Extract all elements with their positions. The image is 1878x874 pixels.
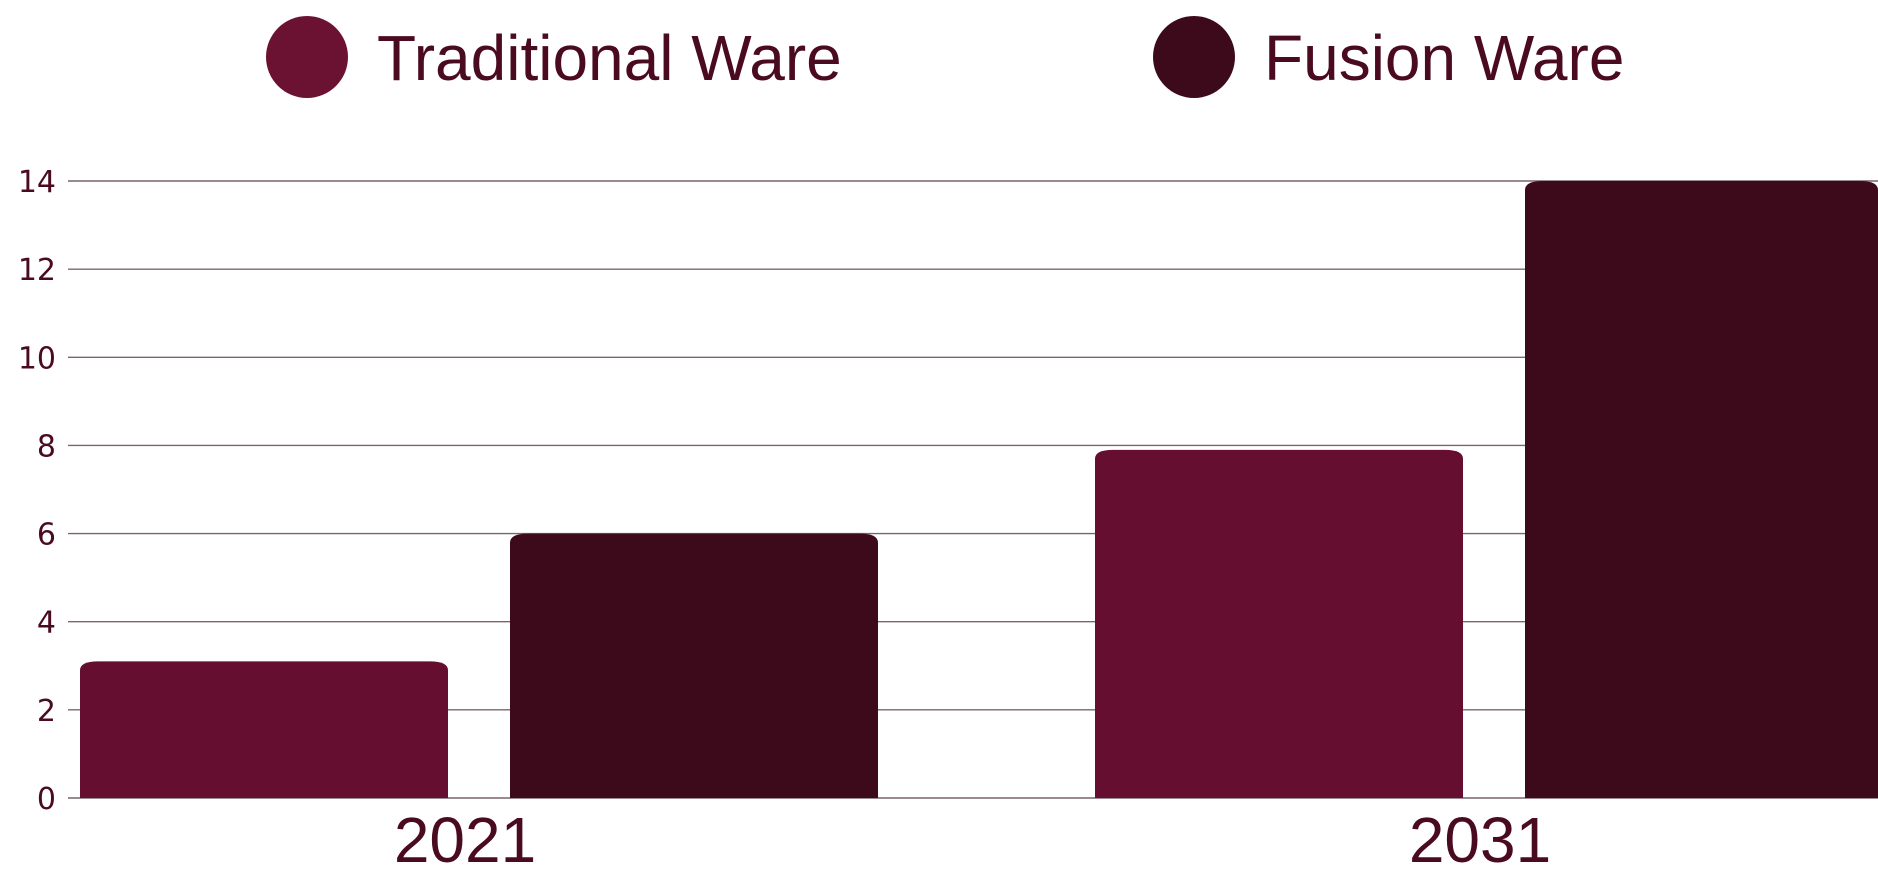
bar-traditional-ware-2021 — [80, 661, 448, 798]
x-category-label: 2031 — [1409, 804, 1551, 869]
y-axis: 0 2 4 6 8 10 12 14 — [18, 165, 56, 817]
y-tick-label: 6 — [37, 518, 56, 553]
legend-label: Fusion Ware — [1264, 22, 1624, 94]
y-tick-label: 10 — [18, 341, 56, 376]
bar-fusion-ware-2021 — [510, 533, 878, 798]
y-tick-label: 14 — [18, 165, 56, 200]
y-tick-label: 4 — [37, 606, 56, 641]
legend-swatch — [266, 16, 348, 98]
x-category-label: 2021 — [394, 804, 536, 869]
bars — [80, 181, 1878, 798]
x-axis: 2021 2031 — [394, 804, 1551, 874]
legend-label: Traditional Ware — [377, 22, 842, 94]
legend: Traditional Ware Fusion Ware — [266, 16, 1624, 98]
bar-fusion-ware-2031 — [1525, 181, 1878, 798]
legend-swatch — [1153, 16, 1235, 98]
y-tick-label: 8 — [37, 429, 56, 464]
bar-traditional-ware-2031 — [1095, 449, 1463, 798]
y-tick-label: 0 — [37, 782, 56, 817]
y-tick-label: 2 — [37, 694, 56, 729]
y-tick-label: 12 — [18, 253, 56, 288]
